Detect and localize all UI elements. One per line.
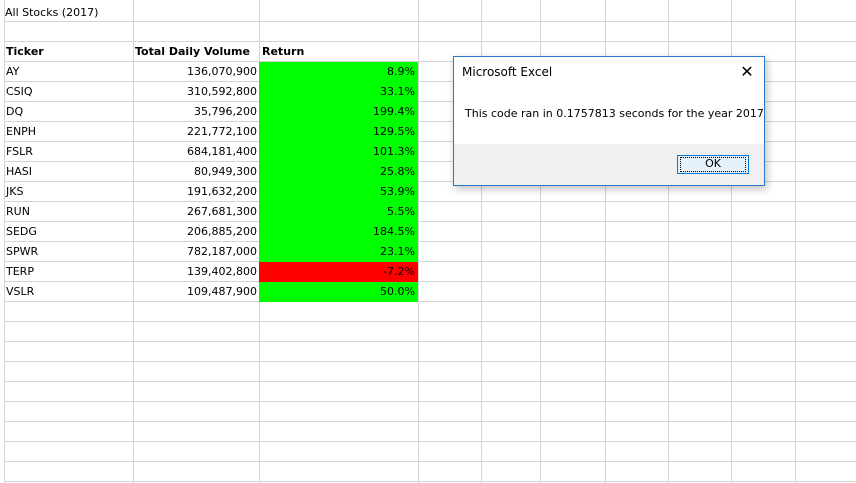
message-dialog: Microsoft Excel ✕ This code ran in 0.175… [453,56,765,186]
return-cell[interactable]: 50.0% [259,282,418,302]
return-cell[interactable]: 25.8% [259,162,418,182]
sheet-title[interactable]: All Stocks (2017) [5,6,99,19]
gridline-horizontal [0,401,856,402]
close-icon[interactable]: ✕ [740,62,754,81]
gridline-horizontal [0,141,856,142]
ticker-cell[interactable]: CSIQ [6,85,33,98]
gridline-horizontal [0,201,856,202]
volume-cell[interactable]: 310,592,800 [187,85,257,98]
ticker-cell[interactable]: VSLR [6,285,35,298]
gridline-horizontal [0,181,856,182]
return-cell[interactable]: 129.5% [259,122,418,142]
volume-cell[interactable]: 206,885,200 [187,225,257,238]
gridline-horizontal [0,261,856,262]
ticker-cell[interactable]: SPWR [6,245,39,258]
ticker-cell[interactable]: TERP [6,265,34,278]
ticker-cell[interactable]: JKS [6,185,24,198]
ticker-cell[interactable]: FSLR [6,145,33,158]
gridline-horizontal [0,481,856,482]
gridline-horizontal [0,101,856,102]
gridline-horizontal [0,241,856,242]
gridline-horizontal [0,321,856,322]
gridline-horizontal [0,221,856,222]
gridline-horizontal [0,81,856,82]
return-cell[interactable]: 101.3% [259,142,418,162]
ticker-cell[interactable]: ENPH [6,125,37,138]
dialog-title: Microsoft Excel [462,65,553,79]
dialog-message: This code ran in 0.1757813 seconds for t… [465,107,764,120]
header-return[interactable]: Return [262,45,305,58]
return-cell[interactable]: 199.4% [259,102,418,122]
return-cell[interactable]: 23.1% [259,242,418,262]
gridline-horizontal [0,61,856,62]
gridline-horizontal [0,161,856,162]
return-cell[interactable]: 33.1% [259,82,418,102]
ticker-cell[interactable]: DQ [6,105,24,118]
volume-cell[interactable]: 684,181,400 [187,145,257,158]
gridline-horizontal [0,421,856,422]
volume-cell[interactable]: 782,187,000 [187,245,257,258]
return-cell[interactable]: 8.9% [259,62,418,82]
ticker-cell[interactable]: SEDG [6,225,37,238]
gridline-horizontal [0,121,856,122]
gridline-horizontal [0,301,856,302]
gridline-horizontal [0,381,856,382]
volume-cell[interactable]: 191,632,200 [187,185,257,198]
ticker-cell[interactable]: RUN [6,205,30,218]
dialog-footer: OK [454,144,764,185]
return-cell[interactable]: -7.2% [259,262,418,282]
sheet-left-edge [0,0,5,483]
ok-label: OK [705,157,721,170]
header-ticker[interactable]: Ticker [6,45,44,58]
gridline-horizontal [0,361,856,362]
volume-cell[interactable]: 35,796,200 [194,105,257,118]
gridline-horizontal [0,21,856,22]
gridline-horizontal [0,281,856,282]
volume-cell[interactable]: 109,487,900 [187,285,257,298]
volume-cell[interactable]: 139,402,800 [187,265,257,278]
ticker-cell[interactable]: AY [6,65,20,78]
ok-focus-ring [680,157,746,172]
header-volume[interactable]: Total Daily Volume [135,45,250,58]
ok-button[interactable]: OK [677,155,749,174]
volume-cell[interactable]: 221,772,100 [187,125,257,138]
gridline-horizontal [0,441,856,442]
volume-cell[interactable]: 136,070,900 [187,65,257,78]
dialog-titlebar[interactable]: Microsoft Excel ✕ [454,57,764,87]
volume-cell[interactable]: 80,949,300 [194,165,257,178]
ticker-cell[interactable]: HASI [6,165,33,178]
gridline-horizontal [0,461,856,462]
return-cell[interactable]: 5.5% [259,202,418,222]
return-cell[interactable]: 53.9% [259,182,418,202]
volume-cell[interactable]: 267,681,300 [187,205,257,218]
return-cell[interactable]: 184.5% [259,222,418,242]
gridline-horizontal [0,41,856,42]
gridline-horizontal [0,341,856,342]
dialog-body: This code ran in 0.1757813 seconds for t… [454,87,764,144]
